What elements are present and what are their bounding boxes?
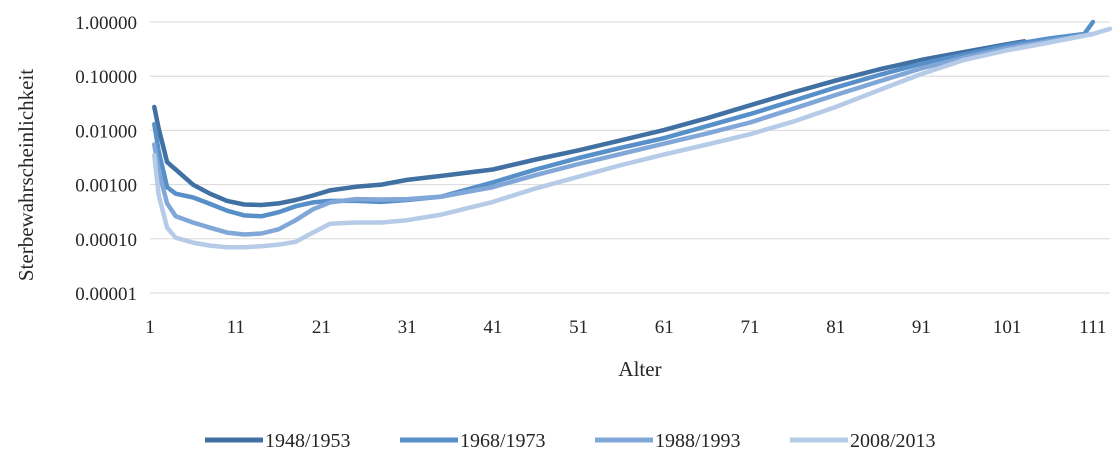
legend-item: 1988/1993 — [595, 430, 741, 452]
y-axis-title: Sterbewahrscheinlichkeit — [14, 69, 38, 281]
series-lines — [152, 19, 1113, 250]
x-tick-label: 101 — [993, 317, 1022, 338]
series-line-1 — [152, 39, 1027, 208]
y-axis-ticks: 1.00000 0.10000 0.01000 0.00100 0.00010 0.000… — [75, 13, 137, 305]
series-line-4 — [152, 26, 1113, 250]
legend-item: 2008/2013 — [790, 430, 936, 452]
x-tick-label: 61 — [655, 317, 674, 338]
x-tick-label: 11 — [227, 317, 245, 338]
x-tick-label: 41 — [483, 317, 502, 338]
y-tick-label: 0.00001 — [75, 284, 137, 305]
x-tick-label: 31 — [398, 317, 417, 338]
series-line-2 — [152, 19, 1096, 219]
legend-item: 1968/1973 — [400, 430, 546, 452]
x-axis-title: Alter — [618, 357, 661, 381]
legend-item: 1948/1953 — [205, 430, 351, 452]
y-tick-label: 0.00100 — [75, 176, 137, 197]
y-tick-label: 0.00010 — [75, 230, 137, 251]
x-tick-label: 21 — [312, 317, 331, 338]
x-axis-ticks: 1 11 21 31 41 51 61 71 81 91 101 111 — [145, 317, 1106, 338]
x-tick-label: 71 — [741, 317, 760, 338]
legend-label: 1968/1973 — [460, 430, 546, 452]
series-line-3 — [152, 31, 1096, 237]
x-tick-label: 91 — [912, 317, 931, 338]
x-tick-label: 1 — [145, 317, 155, 338]
x-tick-label: 51 — [569, 317, 588, 338]
x-tick-label: 81 — [826, 317, 845, 338]
y-tick-label: 0.01000 — [75, 121, 137, 142]
legend-label: 2008/2013 — [850, 430, 936, 452]
legend: 1948/1953 1968/1973 1988/1993 2008/2013 — [205, 430, 936, 452]
x-tick-label: 111 — [1079, 317, 1106, 338]
y-tick-label: 1.00000 — [75, 13, 137, 34]
y-tick-label: 0.10000 — [75, 67, 137, 88]
legend-label: 1988/1993 — [655, 430, 741, 452]
grid-lines — [150, 21, 1110, 294]
legend-label: 1948/1953 — [265, 430, 351, 452]
